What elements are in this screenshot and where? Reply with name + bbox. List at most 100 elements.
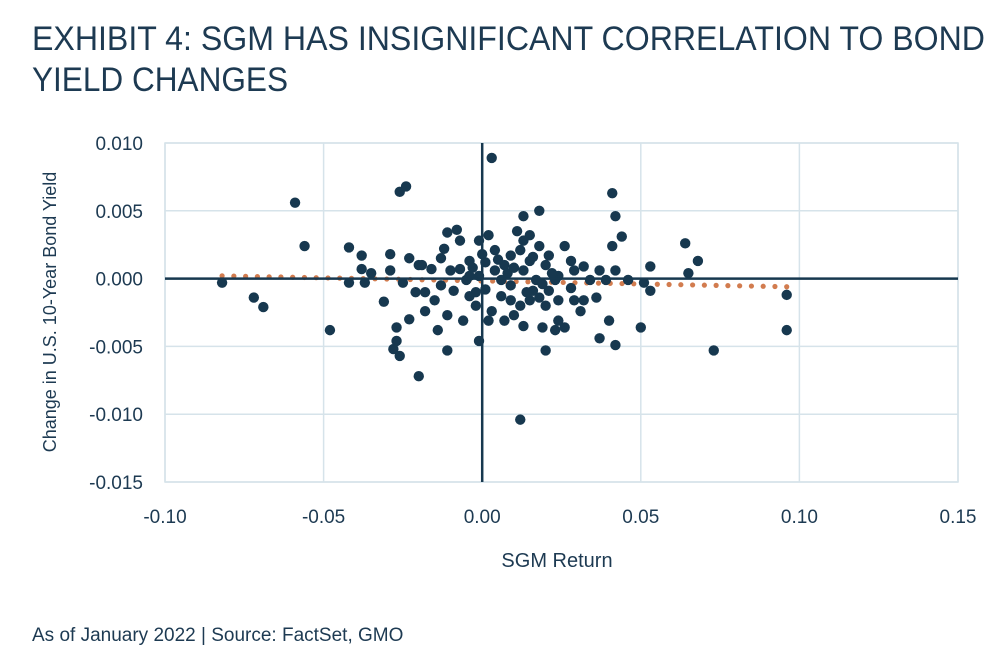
data-point bbox=[499, 315, 510, 326]
y-tick-label: -0.010 bbox=[89, 405, 143, 426]
trendline-dot bbox=[654, 281, 660, 287]
y-tick-label: -0.005 bbox=[89, 337, 143, 358]
data-point bbox=[454, 263, 466, 275]
x-tick-label: 0.15 bbox=[940, 507, 977, 528]
y-tick-label: 0.000 bbox=[95, 270, 143, 291]
data-point bbox=[546, 267, 558, 279]
data-point bbox=[454, 235, 466, 246]
data-point bbox=[343, 277, 355, 288]
data-point bbox=[537, 278, 548, 290]
data-point bbox=[524, 295, 535, 306]
data-point bbox=[356, 250, 367, 261]
data-point bbox=[518, 211, 529, 222]
data-point bbox=[448, 285, 459, 297]
trendline-dot bbox=[678, 282, 684, 288]
data-point bbox=[486, 305, 497, 317]
data-point bbox=[483, 315, 494, 326]
data-point bbox=[505, 250, 516, 261]
data-point bbox=[565, 282, 577, 294]
data-point bbox=[521, 286, 532, 298]
data-point bbox=[549, 324, 561, 336]
data-point bbox=[565, 255, 577, 267]
data-point bbox=[594, 333, 605, 344]
axes bbox=[165, 143, 958, 482]
x-tick-label: 0.05 bbox=[622, 507, 659, 528]
data-point bbox=[505, 295, 516, 306]
data-point bbox=[645, 261, 656, 272]
trendline-dot bbox=[690, 282, 696, 288]
data-point bbox=[457, 315, 469, 326]
data-point bbox=[607, 187, 618, 199]
y-tick-label: -0.015 bbox=[89, 473, 143, 494]
data-point bbox=[359, 277, 371, 288]
data-point bbox=[365, 267, 377, 279]
data-point bbox=[508, 310, 520, 321]
data-point bbox=[435, 280, 447, 291]
data-point bbox=[575, 305, 586, 317]
x-tick-label: -0.05 bbox=[302, 507, 345, 528]
data-point bbox=[391, 322, 402, 333]
data-point bbox=[540, 345, 551, 356]
data-point bbox=[429, 295, 440, 306]
x-tick-label: 0.10 bbox=[781, 507, 818, 528]
data-point bbox=[515, 414, 526, 425]
data-point bbox=[610, 339, 621, 351]
data-point bbox=[553, 315, 564, 326]
chart-title-line1: EXHIBIT 4: SGM HAS INSIGNIFICANT CORRELA… bbox=[32, 20, 985, 58]
data-point bbox=[708, 345, 719, 356]
data-points bbox=[216, 152, 792, 425]
data-point bbox=[432, 324, 443, 336]
data-point bbox=[692, 255, 704, 267]
data-point bbox=[496, 291, 507, 302]
data-point bbox=[543, 285, 555, 297]
y-tick-label: 0.005 bbox=[95, 202, 143, 223]
data-point bbox=[591, 292, 602, 303]
data-point bbox=[391, 335, 402, 347]
tick-labels: -0.10 -0.05 0.00 0.05 0.10 0.15 0.010 0.005 0.00… bbox=[89, 134, 976, 528]
data-point bbox=[537, 322, 548, 333]
data-point bbox=[419, 305, 431, 317]
data-point bbox=[442, 345, 453, 356]
data-point bbox=[638, 277, 650, 288]
data-point bbox=[419, 286, 431, 298]
data-point bbox=[594, 265, 605, 276]
data-point bbox=[442, 310, 453, 321]
data-point bbox=[518, 320, 529, 332]
trendline-dot bbox=[760, 283, 766, 289]
trendline-dot bbox=[560, 279, 566, 286]
data-point bbox=[483, 230, 494, 241]
data-point bbox=[635, 322, 646, 333]
data-point bbox=[400, 181, 412, 192]
data-point bbox=[578, 261, 589, 272]
data-point bbox=[486, 152, 497, 164]
data-point bbox=[515, 300, 526, 311]
trendline-dot bbox=[713, 282, 719, 288]
trendline-dot bbox=[725, 283, 731, 289]
trendline-dot bbox=[748, 283, 755, 289]
data-point bbox=[584, 274, 596, 286]
data-point bbox=[781, 324, 792, 336]
data-point bbox=[489, 244, 501, 256]
data-point bbox=[385, 265, 396, 276]
data-point bbox=[467, 262, 478, 273]
data-point bbox=[616, 231, 627, 242]
data-point bbox=[781, 289, 792, 301]
data-point bbox=[518, 265, 529, 276]
y-tick-label: 0.010 bbox=[95, 134, 143, 155]
data-point bbox=[508, 262, 520, 273]
trendline-dot bbox=[595, 280, 602, 286]
data-point bbox=[578, 295, 589, 306]
data-point bbox=[607, 240, 618, 252]
data-point bbox=[438, 243, 450, 254]
data-point bbox=[683, 267, 694, 279]
data-point bbox=[289, 197, 301, 208]
grid bbox=[164, 142, 959, 483]
data-point bbox=[534, 205, 545, 216]
data-point bbox=[622, 274, 634, 286]
x-axis-label: SGM Return bbox=[501, 550, 612, 572]
data-point bbox=[492, 254, 504, 265]
data-point bbox=[426, 263, 437, 275]
trendline-dot bbox=[784, 284, 790, 290]
data-point bbox=[324, 324, 336, 336]
